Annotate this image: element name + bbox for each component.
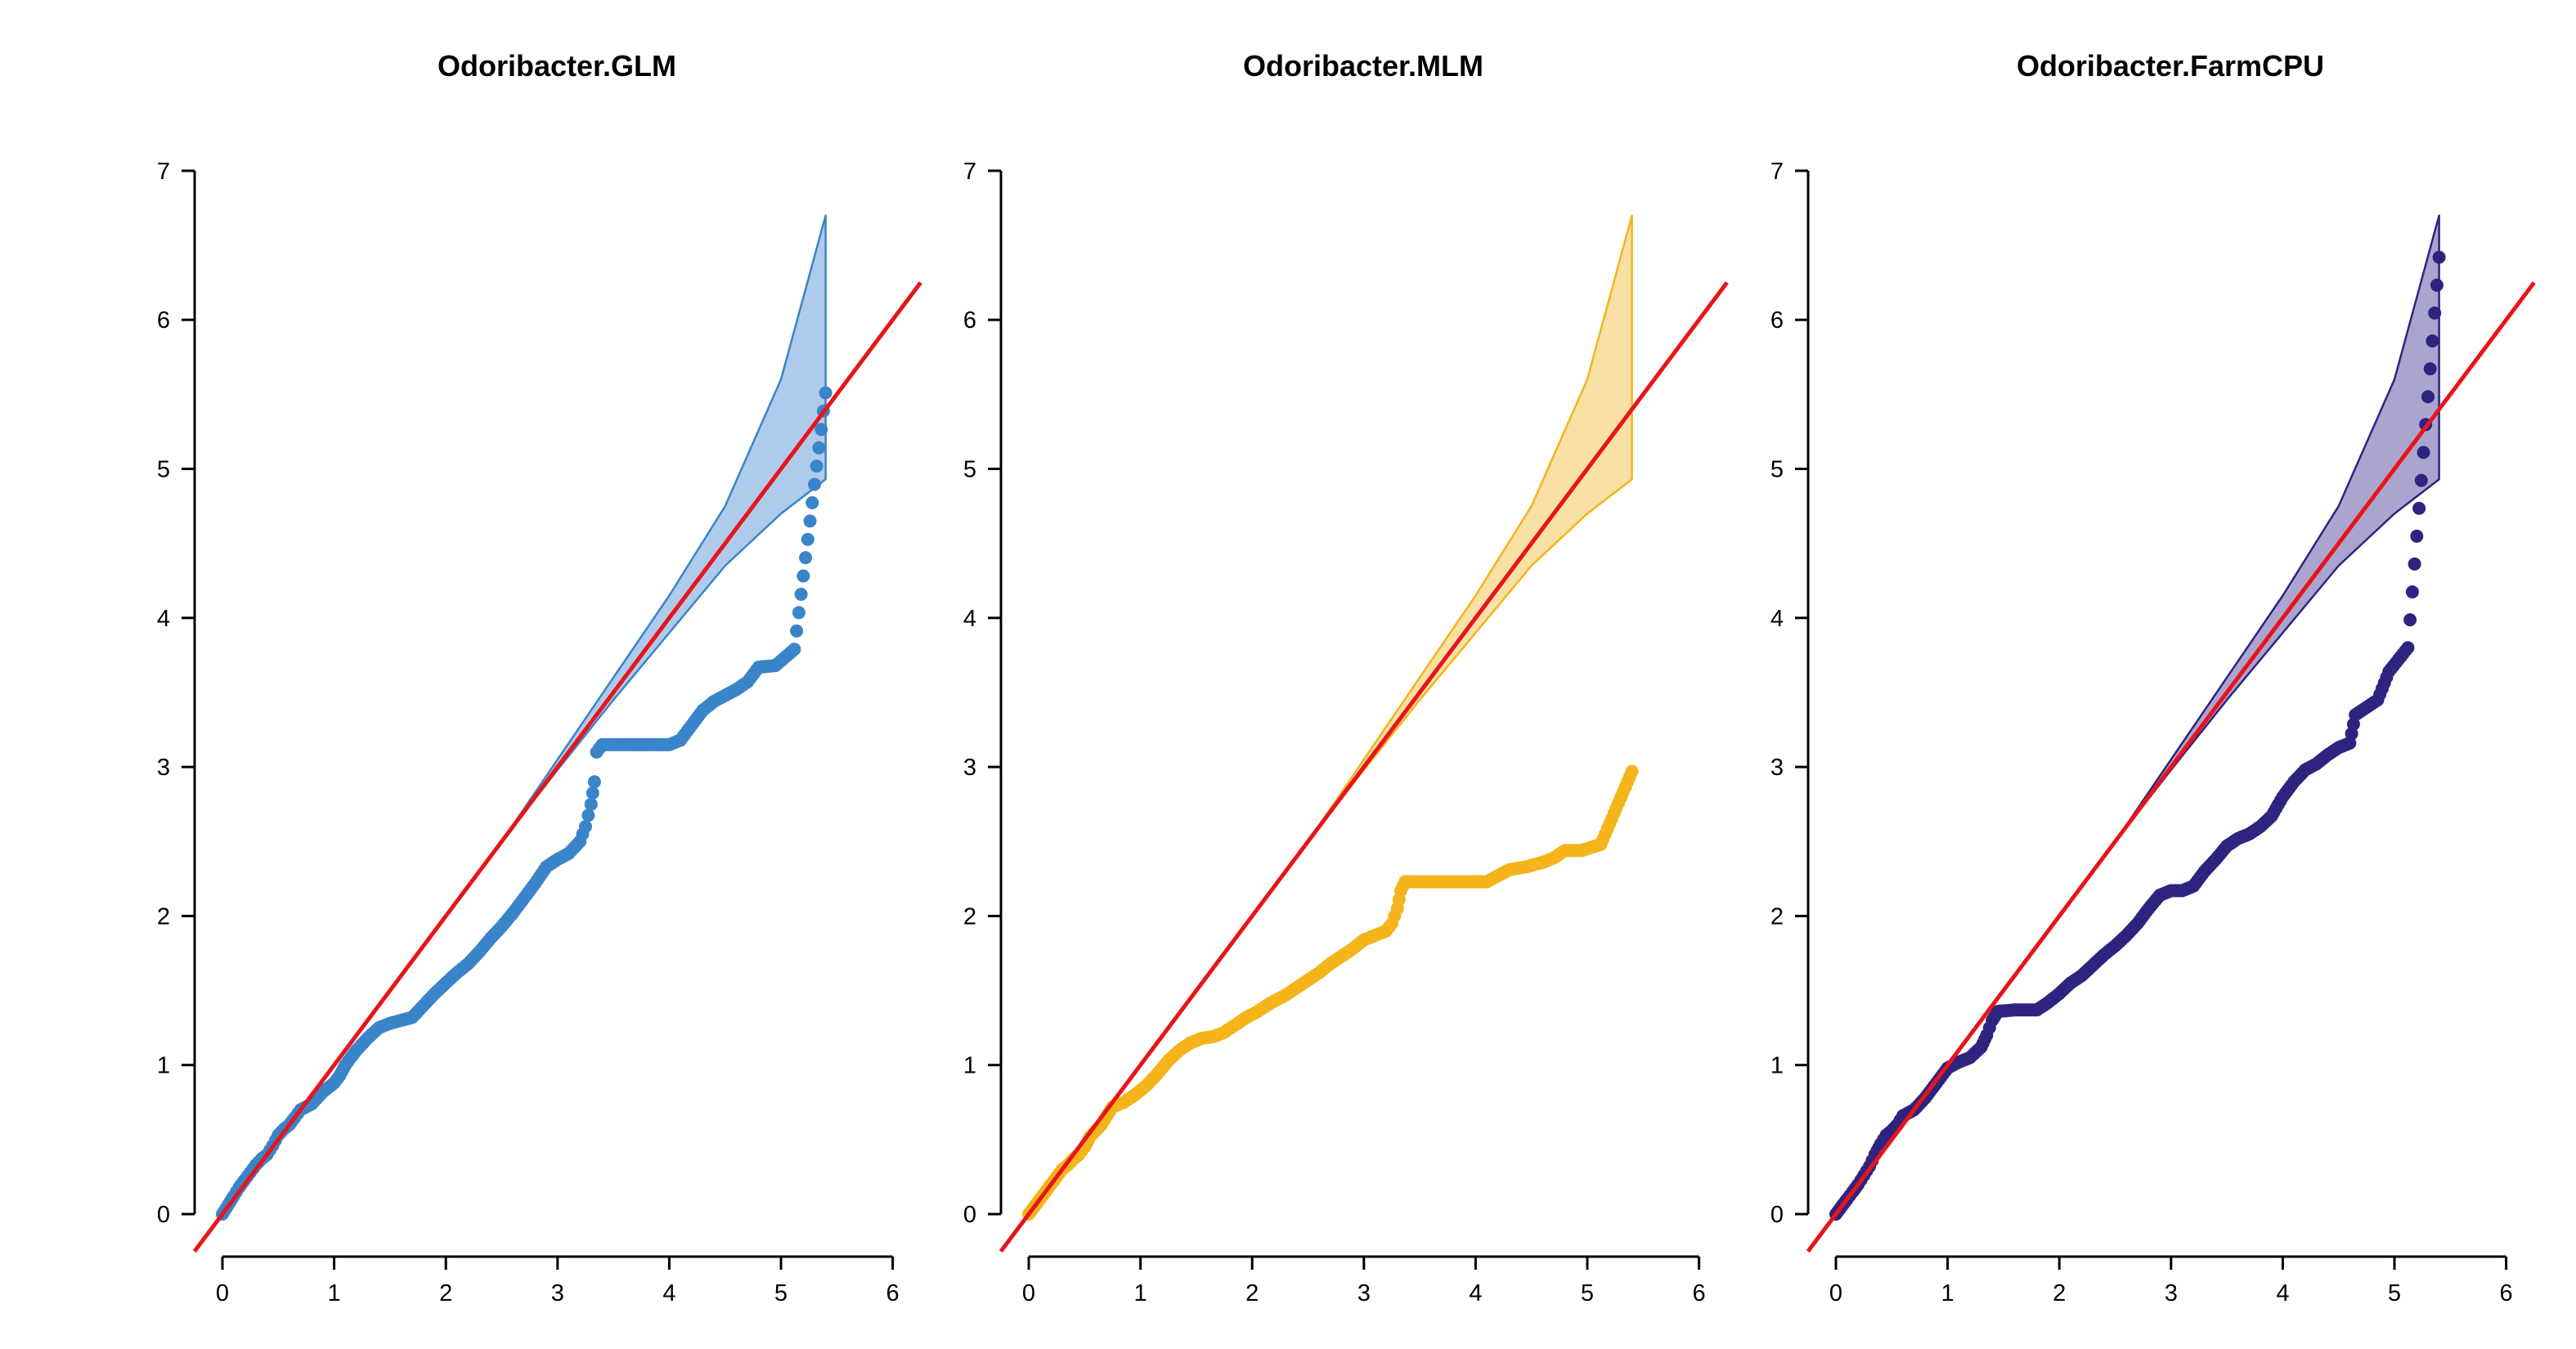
qq-point xyxy=(806,495,819,509)
qq-point xyxy=(815,423,828,437)
qq-point xyxy=(797,569,810,583)
x-tick-label: 4 xyxy=(662,1280,675,1306)
x-tick-label: 4 xyxy=(2276,1280,2289,1306)
qq-point xyxy=(2423,362,2437,376)
x-tick-label: 5 xyxy=(2388,1280,2401,1306)
x-tick-label: 1 xyxy=(1134,1280,1147,1306)
x-tick-label: 5 xyxy=(1581,1280,1594,1306)
x-tick-label: 0 xyxy=(216,1280,229,1306)
y-tick-label: 5 xyxy=(1770,457,1784,483)
qq-point xyxy=(587,775,601,789)
reference-line xyxy=(1806,281,2536,1253)
y-tick-label: 7 xyxy=(157,159,170,185)
confidence-band xyxy=(221,214,827,1216)
chart-title: Odoribacter.GLM xyxy=(438,49,676,83)
qq-point xyxy=(581,809,595,822)
y-tick-label: 2 xyxy=(963,903,976,930)
qq-point xyxy=(579,820,592,833)
y-tick-label: 7 xyxy=(1770,159,1784,185)
qq-point xyxy=(2403,613,2417,627)
y-tick-label: 5 xyxy=(963,457,976,483)
qq-point xyxy=(2414,473,2428,487)
reference-line xyxy=(192,281,922,1253)
qq-point xyxy=(792,606,806,620)
x-tick-label: 6 xyxy=(886,1280,900,1306)
qq-point xyxy=(1625,764,1639,778)
y-tick-label: 1 xyxy=(157,1053,170,1079)
panel-farmcpu: Odoribacter.FarmCPU 0 1 2 3 4 5 6 7 0 1 2 3 4 5 6 xyxy=(1770,49,2536,1306)
x-tick-label: 1 xyxy=(328,1280,341,1306)
y-tick-label: 0 xyxy=(963,1202,976,1228)
qq-point xyxy=(2417,446,2430,459)
qq-point xyxy=(799,551,813,565)
qq-point xyxy=(2412,501,2426,515)
qq-point xyxy=(790,624,804,638)
x-tick-label: 0 xyxy=(1829,1280,1842,1306)
y-tick-label: 6 xyxy=(157,307,170,334)
qq-point xyxy=(2401,641,2415,655)
qq-point xyxy=(808,477,821,491)
x-tick-label: 2 xyxy=(2053,1280,2066,1306)
panel-mlm: Odoribacter.MLM 0 1 2 3 4 5 6 7 0 1 2 3 4 5 6 xyxy=(963,49,1729,1306)
y-tick-label: 6 xyxy=(963,307,976,334)
qq-point xyxy=(2426,334,2439,347)
qq-point xyxy=(2428,306,2442,320)
y-tick-label: 4 xyxy=(157,606,170,632)
x-tick-label: 1 xyxy=(1941,1280,1954,1306)
confidence-band xyxy=(1027,214,1633,1216)
qq-point xyxy=(584,797,598,811)
x-tick-label: 0 xyxy=(1022,1280,1035,1306)
qq-point xyxy=(2432,250,2446,264)
x-tick-label: 3 xyxy=(2165,1280,2178,1306)
qq-point xyxy=(586,787,599,800)
chart-title: Odoribacter.FarmCPU xyxy=(2017,49,2324,83)
qq-point xyxy=(2408,557,2421,571)
y-tick-label: 0 xyxy=(157,1202,170,1228)
qq-points xyxy=(1829,250,2446,1221)
x-tick-label: 6 xyxy=(1693,1280,1706,1306)
qq-point xyxy=(810,459,824,473)
reference-line xyxy=(999,281,1729,1253)
qq-point xyxy=(2410,529,2424,543)
x-tick-label: 2 xyxy=(439,1280,452,1306)
qq-point xyxy=(819,386,832,400)
qq-point xyxy=(2421,390,2435,404)
x-tick-label: 5 xyxy=(774,1280,788,1306)
x-tick-label: 6 xyxy=(2500,1280,2513,1306)
x-tick-label: 3 xyxy=(1358,1280,1371,1306)
chart-title: Odoribacter.MLM xyxy=(1243,49,1483,83)
y-tick-label: 3 xyxy=(157,755,170,781)
y-tick-label: 1 xyxy=(963,1053,976,1079)
y-tick-label: 7 xyxy=(963,159,976,185)
y-tick-label: 1 xyxy=(1770,1053,1784,1079)
y-tick-label: 4 xyxy=(1770,606,1784,632)
confidence-band xyxy=(1834,214,2440,1216)
y-tick-label: 5 xyxy=(157,457,170,483)
qq-point xyxy=(803,514,817,528)
y-tick-label: 3 xyxy=(963,755,976,781)
qq-point xyxy=(2430,278,2444,292)
y-tick-label: 3 xyxy=(1770,755,1784,781)
y-tick-label: 4 xyxy=(963,606,976,632)
qq-points xyxy=(1022,764,1639,1221)
qq-point xyxy=(788,643,801,657)
qq-point xyxy=(794,587,808,601)
qq-point xyxy=(2405,585,2419,598)
qq-point xyxy=(812,441,826,455)
y-tick-label: 2 xyxy=(1770,903,1784,930)
panel-glm: Odoribacter.GLM 0 1 2 3 4 5 6 7 0 1 2 3 4 5 6 xyxy=(157,49,922,1306)
x-tick-label: 4 xyxy=(1469,1280,1482,1306)
y-tick-label: 6 xyxy=(1770,307,1784,334)
qq-point xyxy=(801,532,815,546)
x-tick-label: 3 xyxy=(551,1280,564,1306)
y-tick-label: 0 xyxy=(1770,1202,1784,1228)
y-tick-label: 2 xyxy=(157,903,170,930)
x-tick-label: 2 xyxy=(1245,1280,1259,1306)
